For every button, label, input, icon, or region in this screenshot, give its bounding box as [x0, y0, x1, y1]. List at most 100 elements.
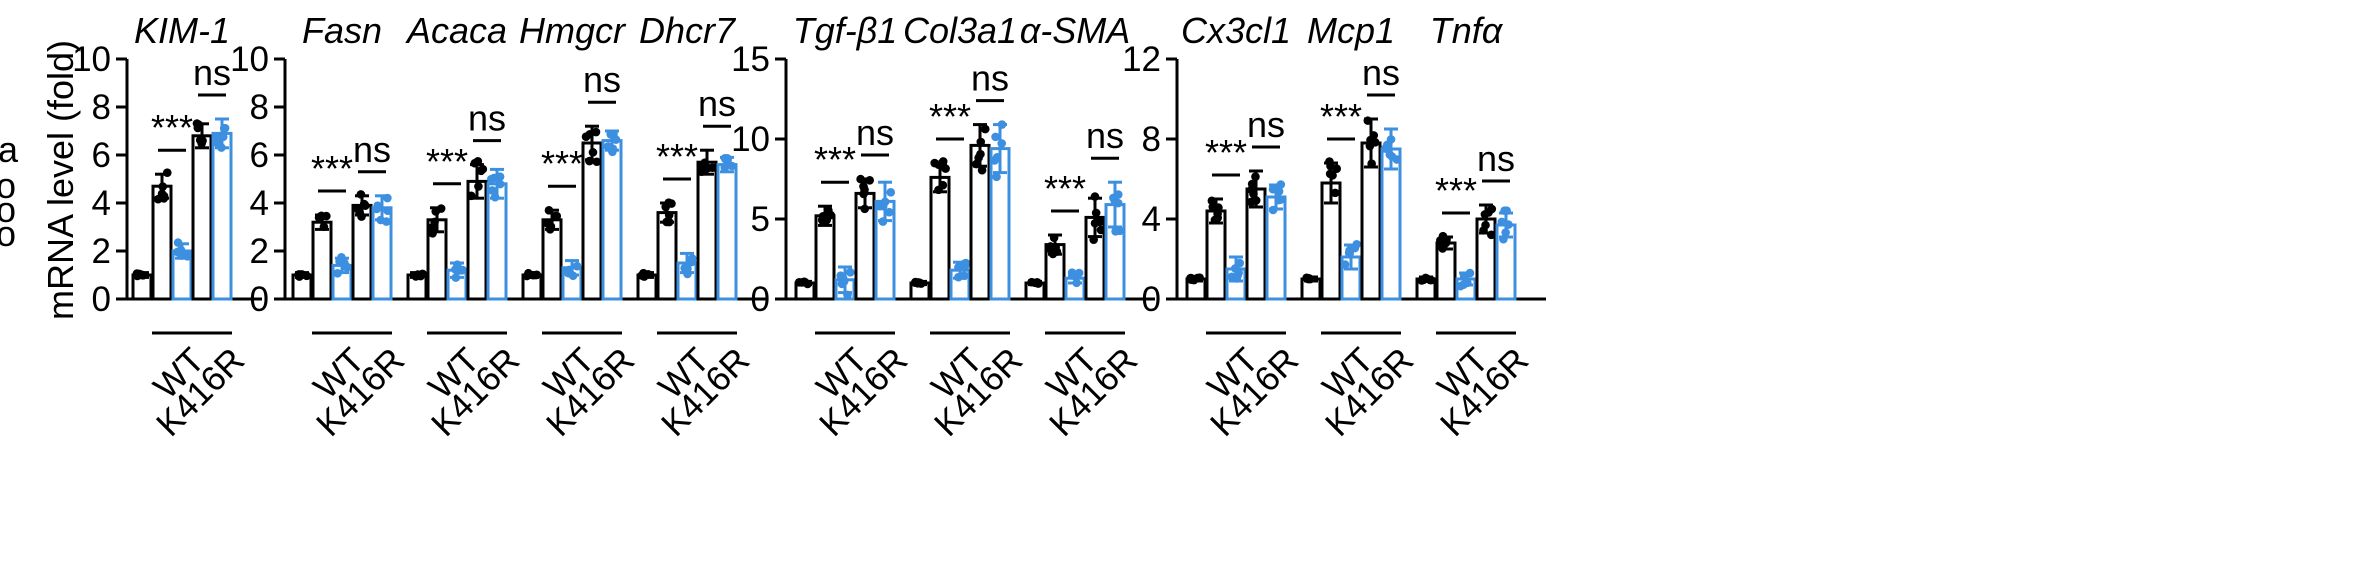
- y-tick-label: 8: [92, 88, 111, 127]
- data-point: [522, 271, 532, 281]
- significance-label-ns: ns: [1247, 104, 1285, 145]
- significance-label-ns: ns: [1362, 52, 1400, 93]
- data-point: [1276, 180, 1286, 189]
- y-tick-label: 2: [92, 232, 111, 271]
- bar: [211, 131, 233, 301]
- y-tick-label: 0: [1142, 280, 1161, 319]
- gene-title: Tnfα: [1430, 10, 1504, 51]
- data-point: [664, 210, 674, 220]
- data-point: [687, 254, 697, 263]
- data-point: [1481, 220, 1490, 230]
- gene-title: α-SMA: [1020, 10, 1131, 51]
- data-point: [1419, 275, 1428, 285]
- y-tick-label: 4: [92, 184, 111, 223]
- y-tick-label: 6: [92, 136, 111, 175]
- significance-label-ns: ns: [193, 52, 231, 93]
- data-point: [1187, 275, 1196, 285]
- data-point: [1246, 197, 1256, 207]
- data-point: [1504, 220, 1513, 229]
- significance-label-stars: ***: [1320, 96, 1362, 137]
- data-point: [875, 201, 885, 211]
- data-point: [603, 142, 613, 151]
- significance-label-stars: ***: [1435, 170, 1477, 211]
- data-point: [335, 257, 344, 266]
- data-point: [1425, 275, 1435, 285]
- y-tick-label: 0: [250, 280, 269, 319]
- data-point: [1365, 141, 1375, 151]
- data-point: [683, 269, 692, 279]
- data-point: [1501, 228, 1510, 237]
- data-point: [1276, 195, 1285, 204]
- data-point: [1268, 205, 1278, 215]
- data-point: [1090, 192, 1100, 201]
- data-point: [1096, 225, 1106, 235]
- data-point: [1111, 227, 1120, 236]
- data-point: [930, 158, 939, 168]
- gene-title: Cx3cl1: [1181, 10, 1291, 51]
- data-point: [991, 132, 1000, 142]
- data-point: [720, 154, 730, 163]
- significance-label-ns: ns: [468, 98, 506, 139]
- significance-label-ns: ns: [1086, 115, 1124, 156]
- gene-title: Hmgcr: [519, 10, 627, 51]
- data-point: [856, 174, 865, 184]
- data-point: [972, 159, 981, 169]
- data-point: [1091, 208, 1101, 218]
- data-point: [490, 192, 500, 202]
- data-point: [457, 266, 467, 275]
- data-point: [302, 271, 312, 281]
- data-point: [824, 206, 833, 215]
- edge-fragment-char: o: [0, 213, 16, 254]
- significance-label-stars: ***: [929, 96, 971, 137]
- data-point: [466, 191, 476, 201]
- data-point: [865, 176, 875, 185]
- data-point: [470, 158, 480, 168]
- data-point: [843, 290, 852, 300]
- data-point: [941, 164, 950, 173]
- data-point: [451, 273, 461, 282]
- y-tick-label: 4: [1142, 200, 1161, 239]
- chart-panels: mRNA level (fold) 0246810KIM-1***nsWTK416…: [40, 10, 1546, 444]
- data-point: [611, 135, 621, 144]
- data-point: [1465, 268, 1475, 278]
- data-point: [1459, 280, 1468, 289]
- data-point: [1303, 273, 1312, 283]
- data-point: [954, 263, 963, 272]
- data-point: [382, 217, 391, 226]
- y-axis-label: mRNA level (fold): [40, 40, 81, 320]
- data-point: [1235, 258, 1245, 268]
- data-point: [1502, 206, 1511, 215]
- data-point: [177, 251, 186, 260]
- data-point: [997, 139, 1007, 148]
- data-point: [572, 261, 582, 271]
- data-point: [1089, 235, 1098, 244]
- data-point: [1032, 278, 1042, 287]
- data-point: [314, 213, 324, 222]
- data-point: [212, 132, 221, 141]
- y-tick-label: 8: [1142, 120, 1161, 159]
- data-point: [1069, 270, 1078, 280]
- data-point: [495, 179, 505, 189]
- data-point: [585, 156, 594, 166]
- data-point: [1268, 184, 1278, 194]
- bar: [151, 184, 173, 301]
- data-point: [173, 238, 183, 247]
- bar: [716, 163, 738, 301]
- data-point: [1332, 164, 1341, 173]
- significance-label-ns: ns: [698, 83, 736, 124]
- data-point: [992, 172, 1001, 182]
- edge-fragment-char: o: [0, 165, 16, 206]
- data-point: [1251, 172, 1260, 181]
- gene-title: Col3a1: [903, 10, 1017, 51]
- y-tick-label: 10: [72, 40, 111, 79]
- significance-label-stars: ***: [541, 143, 583, 184]
- data-point: [418, 269, 428, 279]
- data-point: [488, 186, 497, 195]
- bar: [601, 139, 623, 301]
- data-point: [333, 269, 342, 278]
- data-point: [1232, 274, 1242, 283]
- data-point: [383, 193, 392, 203]
